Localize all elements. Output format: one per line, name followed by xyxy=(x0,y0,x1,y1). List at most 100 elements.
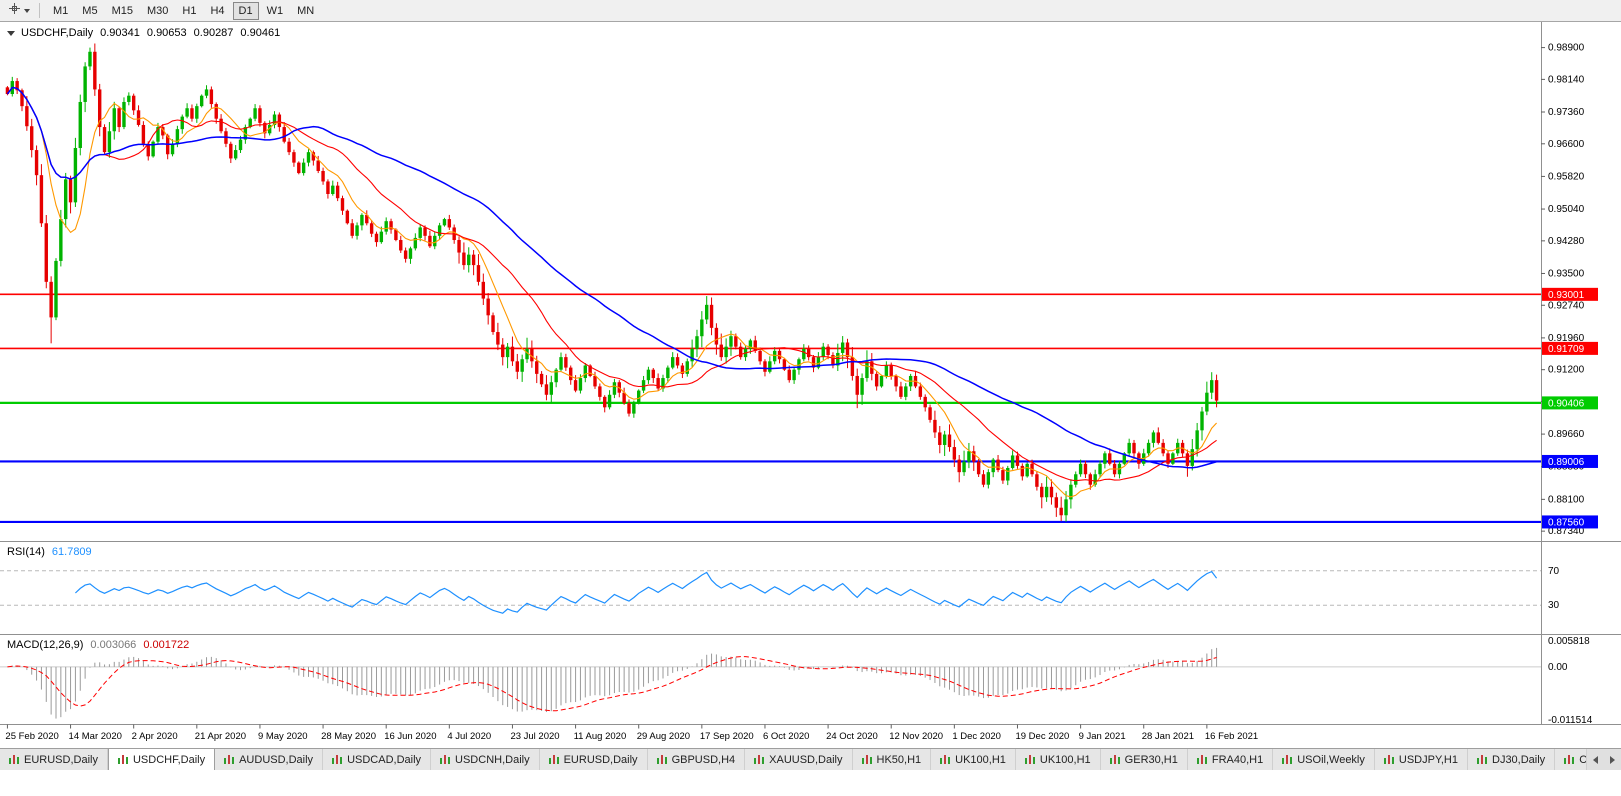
rsi-level-label: 30 xyxy=(1548,600,1560,611)
chart-tab-label: USDJPY,H1 xyxy=(1398,753,1458,766)
rsi-indicator-label: RSI(14) 61.7809 xyxy=(7,546,92,558)
time-axis-label: 11 Aug 2020 xyxy=(574,731,627,742)
chart-tab-usdcnh-daily[interactable]: USDCNH,Daily xyxy=(431,749,540,770)
timeframe-button-h1[interactable]: H1 xyxy=(176,2,202,20)
chart-tab-xauusd-daily[interactable]: XAUUSD,Daily xyxy=(745,749,853,770)
chart-tab-label: USDCNH,Daily xyxy=(455,753,530,766)
ma-line-21 xyxy=(6,86,1217,482)
price-level-badge xyxy=(1542,454,1598,468)
time-axis-label: 17 Sep 2020 xyxy=(700,731,754,742)
time-axis-label: 6 Oct 2020 xyxy=(763,731,809,742)
price-level-badge-label: 0.87560 xyxy=(1548,517,1585,528)
price-axis-tick-label: 0.88100 xyxy=(1548,494,1585,505)
tab-scroll-left-button[interactable] xyxy=(1587,749,1604,770)
timeframe-button-w1[interactable]: W1 xyxy=(261,2,290,20)
chart-tab-label: DJ30,Daily xyxy=(1492,753,1546,766)
chart-tab-uk100-h1[interactable]: UK100,H1 xyxy=(931,749,1016,770)
timeframe-button-d1[interactable]: D1 xyxy=(232,1,259,20)
price-axis-tick-label: 0.87340 xyxy=(1548,526,1585,537)
chart-tab-usdchf-daily[interactable]: USDCHF,Daily xyxy=(107,749,216,770)
chart-tab-china300-h1[interactable]: CHINA300,H1 xyxy=(1555,749,1586,770)
chart-tab-hk50-h1[interactable]: HK50,H1 xyxy=(852,749,932,770)
time-axis-label: 12 Nov 2020 xyxy=(889,731,943,742)
chart-title: USDCHF,Daily 0.90341 0.90653 0.90287 0.9… xyxy=(7,27,280,39)
close-value: 0.90461 xyxy=(240,27,281,39)
time-axis-label: 24 Oct 2020 xyxy=(826,731,878,742)
timeframe-button-h4[interactable]: H4 xyxy=(204,2,230,20)
price-axis-tick-label: 0.95040 xyxy=(1548,204,1585,215)
price-axis-tick-label: 0.96600 xyxy=(1548,139,1585,150)
price-axis-tick-label: 0.98140 xyxy=(1548,74,1585,85)
timeframe-toolbar: M1 M5 M15 M30 H1 H4 D1 W1 MN xyxy=(0,0,1621,22)
chart-tab-label: UK100,H1 xyxy=(955,753,1006,766)
price-level-badge-label: 0.91709 xyxy=(1548,344,1585,355)
chart-tab-label: USOil,Weekly xyxy=(1297,753,1365,766)
chart-tab-icon xyxy=(440,754,451,765)
chart-tab-icon xyxy=(224,754,235,765)
low-value: 0.90287 xyxy=(193,27,234,39)
left-arrow-icon xyxy=(1593,755,1598,764)
price-axis-tick-label: 0.92740 xyxy=(1548,300,1585,311)
price-level-badge-label: 0.93001 xyxy=(1548,290,1585,301)
time-axis-label: 28 Jan 2021 xyxy=(1142,731,1194,742)
chart-tab-gbpusd-h4[interactable]: GBPUSD,H4 xyxy=(647,749,746,770)
timeframe-button-m5[interactable]: M5 xyxy=(76,2,103,20)
chart-collapse-arrow-icon[interactable] xyxy=(7,30,15,36)
chart-tab-icon xyxy=(940,754,951,765)
time-axis-label: 14 Mar 2020 xyxy=(69,731,122,742)
chart-tab-ger30-h1[interactable]: GER30,H1 xyxy=(1100,749,1188,770)
chart-tab-audusd-daily[interactable]: AUDUSD,Daily xyxy=(215,749,324,770)
price-axis-tick-label: 0.89660 xyxy=(1548,429,1585,440)
price-axis-tick-label: 0.91200 xyxy=(1548,365,1585,376)
chart-tab-icon xyxy=(754,754,765,765)
crosshair-tool-icon xyxy=(8,2,21,20)
chart-tab-usoil-weekly[interactable]: USOil,Weekly xyxy=(1273,749,1375,770)
chart-tab-icon xyxy=(1109,754,1120,765)
crosshair-tool-button[interactable] xyxy=(5,2,33,20)
chart-tab-icon xyxy=(9,754,19,765)
chart-tab-uk100-h1[interactable]: UK100,H1 xyxy=(1015,749,1101,770)
price-level-badge xyxy=(1542,287,1598,301)
time-axis-label: 28 May 2020 xyxy=(321,731,376,742)
tab-scroll-right-button[interactable] xyxy=(1604,749,1621,770)
chart-tab-label: GBPUSD,H4 xyxy=(671,753,736,766)
price-axis-tick-label: 0.94280 xyxy=(1548,236,1585,247)
chart-tab-eurusd-daily[interactable]: EURUSD,Daily xyxy=(0,749,108,770)
timeframe-button-m30[interactable]: M30 xyxy=(141,2,174,20)
timeframe-button-m1[interactable]: M1 xyxy=(47,2,74,20)
time-axis-label: 19 Dec 2020 xyxy=(1015,731,1069,742)
price-level-badge xyxy=(1542,515,1598,529)
chart-tab-fra40-h1[interactable]: FRA40,H1 xyxy=(1187,749,1274,770)
dropdown-caret-icon xyxy=(24,8,30,13)
chart-tab-icon xyxy=(1024,754,1035,765)
tab-scroll-controls xyxy=(1586,749,1621,770)
chart-tab-label: FRA40,H1 xyxy=(1211,753,1264,766)
price-level-badge-label: 0.89006 xyxy=(1548,457,1585,468)
time-axis-label: 2 Apr 2020 xyxy=(132,731,178,742)
price-chart-canvas[interactable]: 70 30 0.98900 0.98140 0.97360 0.96600 0.95820 0… xyxy=(0,22,1621,747)
timeframe-button-mn[interactable]: MN xyxy=(291,2,320,20)
price-axis-tick-label: 0.98900 xyxy=(1548,43,1585,54)
ma-line-50 xyxy=(6,86,1217,469)
macd-layer xyxy=(7,647,1218,719)
chart-tab-eurusd-daily[interactable]: EURUSD,Daily xyxy=(539,749,648,770)
chart-tab-icon xyxy=(1282,754,1293,765)
chart-tab-icon xyxy=(332,754,343,765)
chart-tab-label: XAUUSD,Daily xyxy=(769,753,843,766)
high-value: 0.90653 xyxy=(146,27,187,39)
chart-tab-label: EURUSD,Daily xyxy=(24,753,98,766)
price-axis-tick-label: 0.93500 xyxy=(1548,268,1585,279)
chart-tab-dj30-daily[interactable]: DJ30,Daily xyxy=(1468,749,1556,770)
chart-tab-icon xyxy=(548,754,559,765)
price-level-badge xyxy=(1542,396,1598,410)
chart-tab-label: EURUSD,Daily xyxy=(563,753,638,766)
open-value: 0.90341 xyxy=(100,27,140,39)
chart-tab-usdjpy-h1[interactable]: USDJPY,H1 xyxy=(1374,749,1468,770)
rsi-name: RSI(14) xyxy=(7,546,45,558)
timeframe-button-m15[interactable]: M15 xyxy=(106,2,139,20)
macd-main-value: 0.003066 xyxy=(90,639,137,651)
macd-indicator-label: MACD(12,26,9) 0.003066 0.001722 xyxy=(7,639,189,651)
chart-tab-usdcad-daily[interactable]: USDCAD,Daily xyxy=(323,749,432,770)
macd-signal-line xyxy=(7,656,1217,712)
chart-tab-icon xyxy=(1564,754,1575,765)
